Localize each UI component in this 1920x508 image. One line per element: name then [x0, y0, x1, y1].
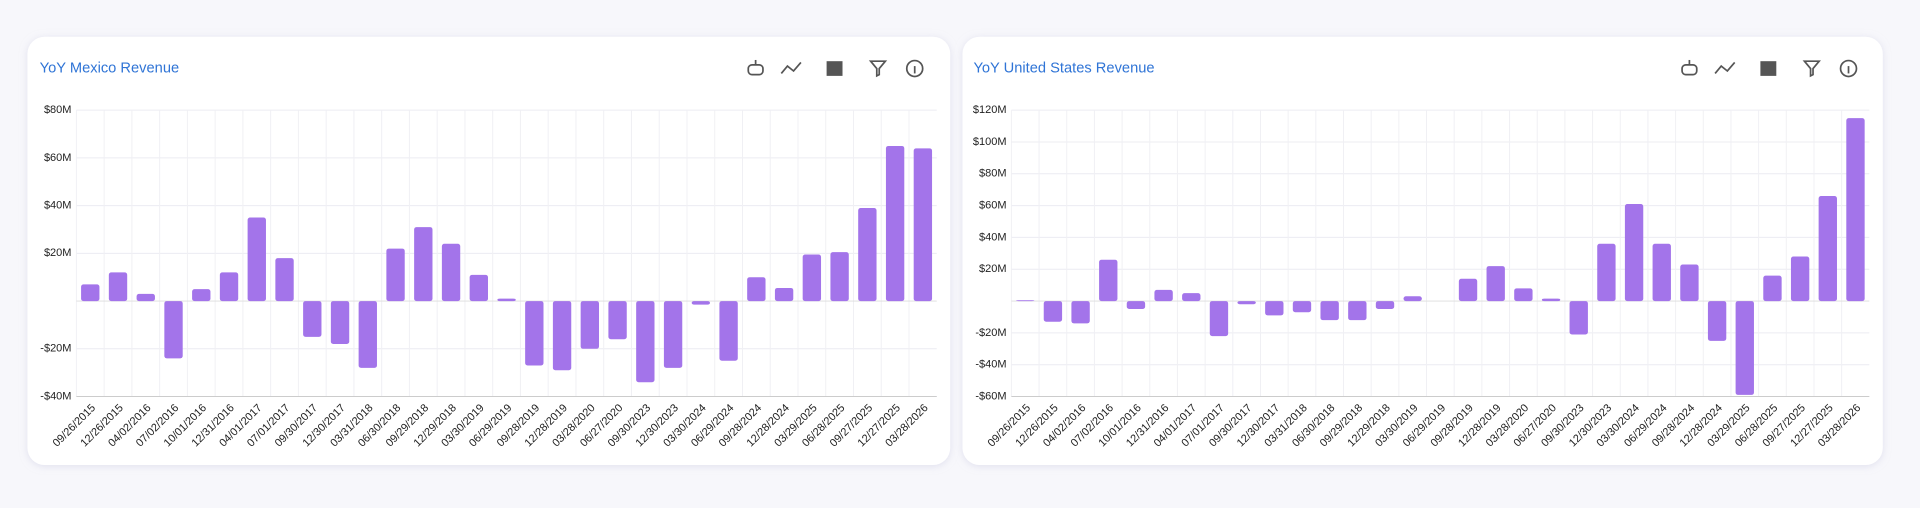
y-tick-label: -$20M [40, 343, 71, 355]
bar [414, 227, 433, 302]
bar [1597, 243, 1616, 302]
info-icon[interactable] [1839, 59, 1858, 78]
bar [858, 207, 877, 302]
bar [247, 217, 266, 302]
bar [1735, 301, 1754, 395]
bar [774, 287, 794, 302]
ai-icon[interactable] [1681, 59, 1698, 76]
y-tick-label: $80M [44, 104, 72, 116]
bar [441, 243, 461, 302]
bar [1375, 301, 1395, 310]
toolbar [1681, 59, 1858, 78]
bar [330, 301, 350, 345]
bar [469, 274, 488, 302]
bar [108, 272, 128, 302]
bar [1624, 204, 1644, 302]
bar [525, 301, 544, 366]
y-tick-label: $40M [979, 231, 1007, 243]
y-tick-label: $60M [44, 152, 72, 164]
bar [1652, 243, 1671, 302]
bar [913, 148, 933, 302]
bar [81, 284, 100, 302]
bar [1403, 296, 1422, 302]
y-tick-label: $120M [973, 104, 1007, 116]
line-icon[interactable] [1714, 61, 1736, 74]
bar [1043, 301, 1063, 322]
bar [219, 272, 239, 302]
toolbar [747, 59, 924, 78]
bar [830, 252, 849, 302]
card [962, 36, 1883, 466]
card [27, 36, 951, 466]
ai-icon[interactable] [747, 59, 764, 76]
bar [552, 301, 572, 371]
y-tick-label: -$40M [975, 359, 1006, 371]
bar [303, 301, 322, 337]
bar [1265, 301, 1284, 316]
table-icon[interactable] [1760, 61, 1777, 76]
bar [636, 301, 655, 383]
bar [1514, 288, 1533, 302]
bar [1486, 266, 1505, 302]
y-tick-label: $20M [44, 247, 72, 259]
bar [1292, 301, 1312, 313]
bar [1569, 301, 1588, 335]
y-tick-label: $100M [973, 136, 1007, 148]
bar [1763, 275, 1782, 302]
bar [1790, 256, 1810, 302]
bar [1209, 301, 1229, 337]
y-tick-label: -$20M [975, 327, 1006, 339]
y-tick-label: -$60M [975, 390, 1006, 402]
bar [275, 258, 294, 302]
bar [1846, 118, 1865, 302]
bar [1348, 301, 1367, 321]
bar [802, 254, 822, 302]
bar [1541, 298, 1561, 302]
line-icon[interactable] [780, 61, 802, 74]
bar [719, 301, 738, 361]
filter-icon[interactable] [1802, 60, 1821, 78]
y-tick-label: $80M [979, 168, 1007, 180]
bar [885, 145, 905, 302]
bar [1237, 301, 1256, 305]
bar [1320, 301, 1339, 321]
filter-icon[interactable] [868, 60, 888, 78]
bar [1680, 264, 1699, 302]
y-tick-label: $60M [979, 200, 1007, 212]
y-tick-label: -$40M [40, 390, 71, 402]
bar [663, 301, 683, 368]
bar [1071, 301, 1090, 324]
bar [136, 293, 155, 302]
bar [580, 301, 600, 349]
bar [691, 301, 711, 305]
bar [1126, 301, 1146, 310]
chart-title: YoY United States Revenue [973, 60, 1154, 76]
bar [1154, 289, 1173, 302]
bar [1182, 293, 1201, 302]
bar [358, 301, 377, 368]
bar [1458, 278, 1478, 302]
y-tick-label: $40M [44, 200, 72, 212]
y-tick-label: $20M [979, 263, 1007, 275]
bar [164, 301, 183, 359]
chart-title: YoY Mexico Revenue [40, 60, 179, 76]
bar [1016, 300, 1035, 302]
bar [608, 301, 627, 340]
bar [747, 277, 766, 302]
bar [386, 248, 405, 302]
table-icon[interactable] [826, 61, 843, 76]
bar [497, 298, 516, 302]
bar [1818, 196, 1837, 302]
info-icon[interactable] [905, 59, 924, 78]
bar [1707, 301, 1727, 341]
bar [192, 289, 211, 302]
bar [1099, 259, 1118, 302]
